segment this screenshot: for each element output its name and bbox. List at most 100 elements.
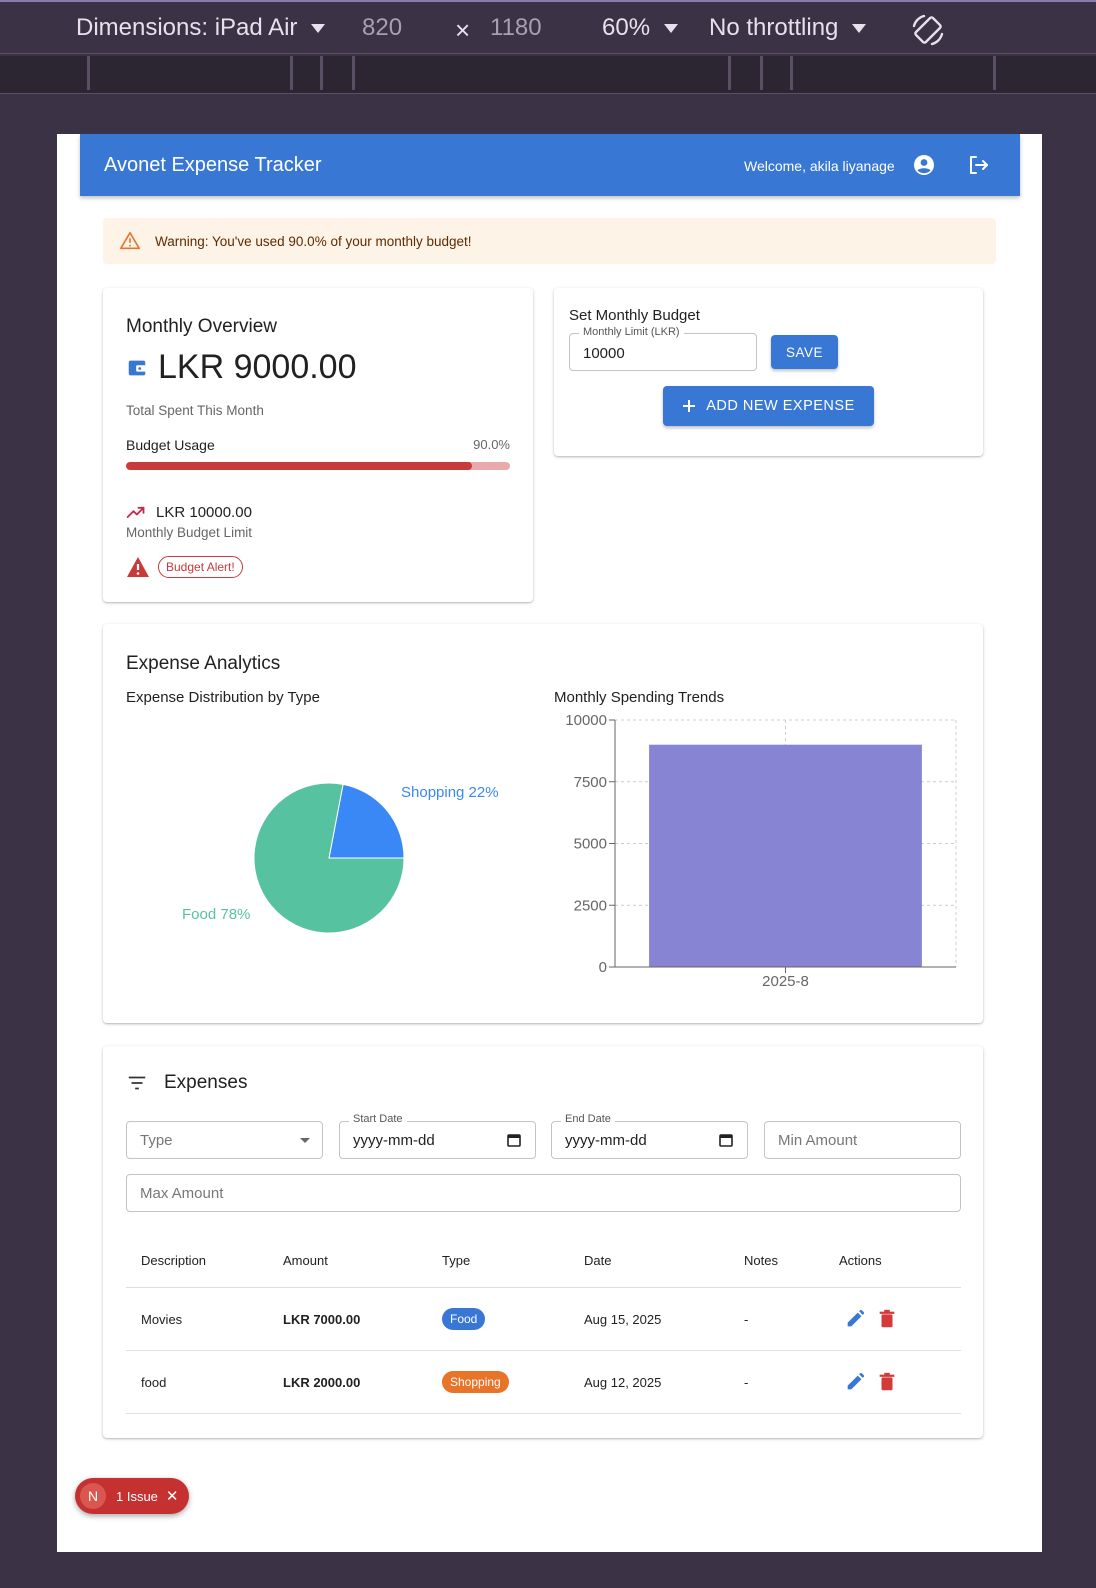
zoom-dropdown[interactable]: 60%	[602, 14, 679, 42]
type-filter-placeholder: Type	[140, 1132, 173, 1149]
expenses-card: Expenses Type Start Date yyyy-mm-dd End …	[103, 1046, 983, 1438]
add-expense-label: ADD NEW EXPENSE	[706, 398, 855, 414]
budget-warning-banner: Warning: You've used 90.0% of your month…	[103, 218, 996, 264]
expense-description: Movies	[141, 1311, 183, 1327]
budget-usage-label: Budget Usage	[126, 437, 215, 453]
table-header-row: Description Amount Type Date Notes Actio…	[126, 1234, 961, 1288]
add-new-expense-button[interactable]: ADD NEW EXPENSE	[663, 386, 874, 426]
filter-list-icon	[128, 1076, 146, 1090]
column-header: Notes	[744, 1253, 778, 1268]
y-tick-label: 5000	[574, 836, 607, 853]
type-filter-select[interactable]: Type	[126, 1121, 323, 1159]
monthly-limit-input[interactable]: Monthly Limit (LKR) 10000	[569, 326, 757, 371]
account-circle-icon[interactable]	[912, 153, 936, 177]
min-amount-placeholder: Min Amount	[778, 1132, 858, 1149]
monthly-limit-value: 10000	[583, 345, 625, 362]
y-tick-label: 7500	[574, 774, 607, 791]
max-amount-placeholder: Max Amount	[140, 1185, 224, 1202]
delete-icon[interactable]	[876, 1308, 898, 1330]
min-amount-input[interactable]: Min Amount	[764, 1121, 961, 1159]
budget-limit-label: Monthly Budget Limit	[126, 525, 253, 540]
throttling-dropdown[interactable]: No throttling	[709, 14, 867, 42]
expenses-table: Description Amount Type Date Notes Actio…	[126, 1234, 961, 1414]
budget-usage-percent: 90.0%	[473, 437, 510, 452]
expense-type-chip: Food	[442, 1308, 486, 1330]
calendar-icon[interactable]	[718, 1132, 734, 1148]
pie-chart-title: Expense Distribution by Type	[126, 689, 320, 706]
expense-amount: LKR 7000.00	[283, 1311, 361, 1327]
warning-outline-icon	[120, 231, 140, 250]
trending-up-icon	[126, 506, 145, 518]
expense-description: food	[141, 1374, 167, 1390]
set-budget-title: Set Monthly Budget	[569, 307, 700, 324]
table-row: Movies LKR 7000.00 Food Aug 15, 2025 -	[126, 1288, 961, 1351]
budget-usage-progress-fill	[126, 462, 472, 470]
delete-icon[interactable]	[876, 1371, 898, 1393]
start-date-label: Start Date	[349, 1113, 407, 1125]
save-budget-button[interactable]: SAVE	[771, 335, 838, 369]
wallet-icon	[128, 360, 147, 375]
column-header: Amount	[283, 1253, 328, 1268]
bar-2025-8	[649, 744, 922, 967]
total-spent-label: Total Spent This Month	[126, 403, 264, 418]
column-header: Date	[584, 1253, 612, 1268]
throttling-value: No throttling	[709, 14, 839, 41]
dimensions-label: Dimensions: iPad Air	[76, 14, 298, 41]
nextjs-logo-icon: N	[80, 1483, 106, 1509]
monthly-limit-label: Monthly Limit (LKR)	[579, 326, 684, 338]
budget-alert-chip: Budget Alert!	[158, 556, 243, 578]
set-budget-card: Set Monthly Budget Monthly Limit (LKR) 1…	[554, 288, 983, 456]
warning-icon	[127, 557, 149, 577]
width-input[interactable]: 820	[362, 14, 402, 42]
height-value: 1180	[490, 14, 542, 41]
app-title: Avonet Expense Tracker	[104, 154, 322, 176]
pie-slice-shopping	[328, 783, 405, 859]
column-header: Actions	[839, 1253, 882, 1268]
start-date-input[interactable]: Start Date yyyy-mm-dd	[339, 1113, 536, 1159]
calendar-icon[interactable]	[506, 1132, 522, 1148]
budget-usage-progress	[126, 462, 510, 470]
y-tick-label: 0	[599, 959, 607, 976]
chevron-down-icon	[664, 23, 679, 33]
table-row: food LKR 2000.00 Shopping Aug 12, 2025 -	[126, 1351, 961, 1414]
edit-icon[interactable]	[844, 1371, 866, 1393]
emulated-viewport: Avonet Expense Tracker Welcome, akila li…	[57, 134, 1042, 1552]
save-button-label: SAVE	[785, 344, 823, 360]
dimensions-dropdown[interactable]: Dimensions: iPad Air	[76, 14, 326, 42]
chevron-down-icon	[852, 23, 867, 33]
expense-type-chip: Shopping	[442, 1371, 509, 1393]
edit-icon[interactable]	[844, 1308, 866, 1330]
y-tick-label: 2500	[574, 897, 607, 914]
x-tick-label: 2025-8	[762, 973, 809, 990]
chevron-down-icon	[311, 23, 326, 33]
monthly-overview-card: Monthly Overview LKR 9000.00 Total Spent…	[103, 288, 533, 602]
expense-analytics-card: Expense Analytics Expense Distribution b…	[103, 624, 983, 1023]
column-header: Description	[141, 1253, 207, 1268]
close-icon[interactable]: ✕	[165, 1488, 179, 1505]
expense-notes: -	[744, 1311, 749, 1327]
end-date-input[interactable]: End Date yyyy-mm-dd	[551, 1113, 748, 1159]
y-tick-label: 10000	[565, 712, 607, 729]
expense-notes: -	[744, 1374, 749, 1390]
pie-slice-food	[253, 782, 405, 934]
devtools-media-query-ruler	[0, 56, 1096, 94]
chevron-down-icon	[300, 1138, 310, 1143]
column-header: Type	[442, 1253, 471, 1268]
rotate-icon[interactable]	[910, 12, 946, 48]
pie-label-shopping: Shopping 22%	[401, 784, 499, 801]
issues-count: 1 Issue	[116, 1488, 158, 1504]
width-value: 820	[362, 14, 403, 41]
height-input[interactable]: 1180	[490, 14, 542, 42]
budget-limit-amount: LKR 10000.00	[156, 503, 252, 521]
app-bar: Avonet Expense Tracker Welcome, akila li…	[80, 134, 1020, 196]
max-amount-input[interactable]: Max Amount	[126, 1174, 961, 1212]
overview-title: Monthly Overview	[126, 316, 277, 337]
warning-text: Warning: You've used 90.0% of your month…	[155, 233, 472, 249]
swap-dimensions-icon[interactable]: ×	[455, 15, 471, 45]
nextjs-issues-badge[interactable]: N 1 Issue ✕	[75, 1478, 189, 1514]
devtools-device-toolbar: Dimensions: iPad Air 820 × 1180 60% No t…	[0, 0, 1096, 54]
logout-icon[interactable]	[966, 153, 990, 177]
analytics-charts: Shopping 22% Food 78% 2025-8 0 2500 5000 7500 1…	[182, 712, 957, 990]
expense-date: Aug 15, 2025	[584, 1311, 662, 1327]
end-date-label: End Date	[561, 1113, 615, 1125]
